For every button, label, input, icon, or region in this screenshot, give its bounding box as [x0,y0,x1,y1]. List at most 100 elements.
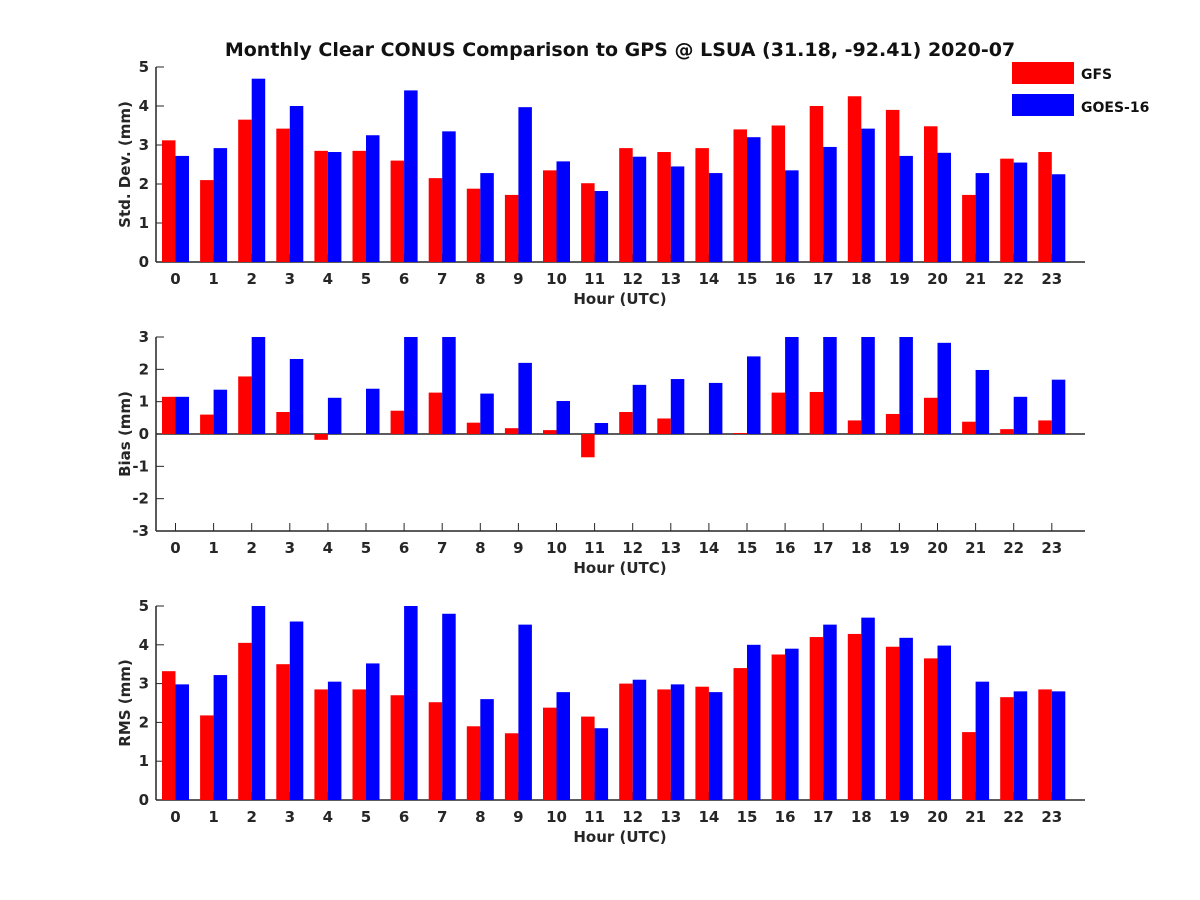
stddev-x-tick-label: 11 [584,270,605,288]
bias-bar-gfs-20 [924,397,938,434]
stddev-bar-gfs-19 [885,109,900,263]
stddev-y-tick-label: 0 [139,253,149,271]
stddev-x-tick-label: 19 [889,270,910,288]
bias-x-tick-label: 2 [246,539,256,557]
stddev-x-label: Hour (UTC) [573,290,666,308]
bias-x-label: Hour (UTC) [573,559,666,577]
stddev-bar-goes16-16 [785,170,799,262]
rms-bar-goes16-22 [1013,691,1028,800]
rms-x-tick-label: 3 [285,808,295,826]
rms-bar-goes16-23 [1051,691,1066,800]
bias-bar-gfs-10 [543,430,557,434]
bias-bar-gfs-13 [657,418,671,434]
stddev-y-tick-label: 1 [139,214,149,232]
bias-bar-goes16-2 [251,337,266,434]
stddev-y-label: Std. Dev. (mm) [116,101,134,228]
rms-bar-goes16-7 [442,613,456,800]
rms-bar-gfs-0 [162,671,176,800]
rms-bar-goes16-21 [975,681,990,800]
rms-y-tick-label: 3 [139,675,149,693]
rms-bar-gfs-7 [428,702,443,800]
rms-bar-gfs-12 [619,683,633,800]
rms-bar-gfs-17 [809,637,824,800]
stddev-bar-goes16-19 [899,155,913,262]
rms-x-tick-label: 7 [437,808,447,826]
bias-bar-goes16-14 [708,382,723,434]
rms-bar-gfs-16 [771,654,786,800]
bias-y-tick-label: -1 [132,457,149,475]
stddev-x-tick-label: 20 [927,270,948,288]
stddev-x-tick-label: 15 [737,270,758,288]
stddev-bar-gfs-7 [428,178,443,262]
bias-bar-goes16-18 [861,337,875,434]
rms-y-tick-label: 4 [139,636,149,654]
bias-x-tick-label: 23 [1041,539,1062,557]
stddev-x-tick-label: 12 [622,270,643,288]
bias-y-tick-label: 2 [139,360,149,378]
stddev-bar-gfs-8 [466,188,481,262]
bias-bar-gfs-15 [733,433,747,434]
rms-bar-goes16-16 [785,648,799,800]
legend: GFS GOES-16 [1012,62,1149,116]
bias-bar-goes16-10 [556,401,570,434]
bias-x-tick-label: 16 [775,539,796,557]
bias-bar-gfs-0 [162,396,176,434]
stddev-bar-goes16-13 [670,166,685,262]
bias-x-tick-label: 19 [889,539,910,557]
rms-bar-goes16-2 [251,606,266,800]
bias-y-tick-label: 1 [139,393,149,411]
stddev-bar-goes16-15 [747,137,761,262]
rms-bar-goes16-17 [823,624,837,800]
bias-bar-gfs-9 [504,428,519,434]
rms-bar-goes16-14 [708,692,723,800]
bias-x-tick-label: 12 [622,539,643,557]
stddev-bar-gfs-13 [657,152,671,262]
bias-bar-gfs-22 [1000,429,1014,434]
rms-bar-gfs-23 [1038,689,1052,800]
stddev-bar-goes16-20 [937,152,951,262]
rms-bar-goes16-10 [556,692,570,800]
rms-x-tick-label: 19 [889,808,910,826]
stddev-bar-goes16-2 [251,78,266,262]
rms-bar-gfs-19 [885,646,900,800]
bias-bar-goes16-16 [785,337,799,434]
rms-x-tick-label: 5 [361,808,371,826]
stddev-bar-goes16-22 [1013,162,1028,262]
bias-bar-gfs-8 [466,422,481,434]
rms-bar-goes16-9 [518,624,532,800]
stddev-x-tick-label: 5 [361,270,371,288]
stddev-bar-goes16-17 [823,146,837,262]
rms-x-tick-label: 21 [965,808,986,826]
rms-bar-goes16-15 [747,644,761,800]
stddev-bar-goes16-12 [632,156,647,262]
bias-bar-gfs-16 [771,392,786,434]
stddev-x-tick-label: 13 [660,270,681,288]
bias-bar-gfs-7 [428,392,443,434]
rms-bar-goes16-1 [213,675,228,800]
rms-x-tick-label: 11 [584,808,605,826]
bias-bar-gfs-18 [847,420,862,434]
bias-x-tick-label: 0 [170,539,180,557]
stddev-bar-gfs-1 [200,180,214,262]
bias-bar-gfs-12 [619,412,633,434]
stddev-bar-gfs-11 [581,183,595,262]
bias-y-tick-label: 3 [139,328,149,346]
rms-bar-gfs-20 [924,658,938,800]
stddev-bar-goes16-1 [213,148,228,262]
stddev-bar-gfs-12 [619,148,633,262]
stddev-x-tick-label: 14 [698,270,719,288]
rms-bar-goes16-19 [899,637,913,800]
bias-bar-goes16-12 [632,384,647,434]
bias-bar-goes16-19 [899,337,913,434]
stddev-bar-gfs-14 [695,148,709,262]
bias-bar-gfs-19 [885,413,900,434]
rms-bar-gfs-18 [847,633,862,800]
stddev-bar-gfs-22 [1000,158,1014,262]
stddev-bar-gfs-23 [1038,152,1052,262]
bias-x-tick-label: 6 [399,539,409,557]
stddev-bar-gfs-15 [733,129,747,262]
stddev-x-tick-label: 2 [246,270,256,288]
bias-bar-gfs-2 [238,376,252,434]
